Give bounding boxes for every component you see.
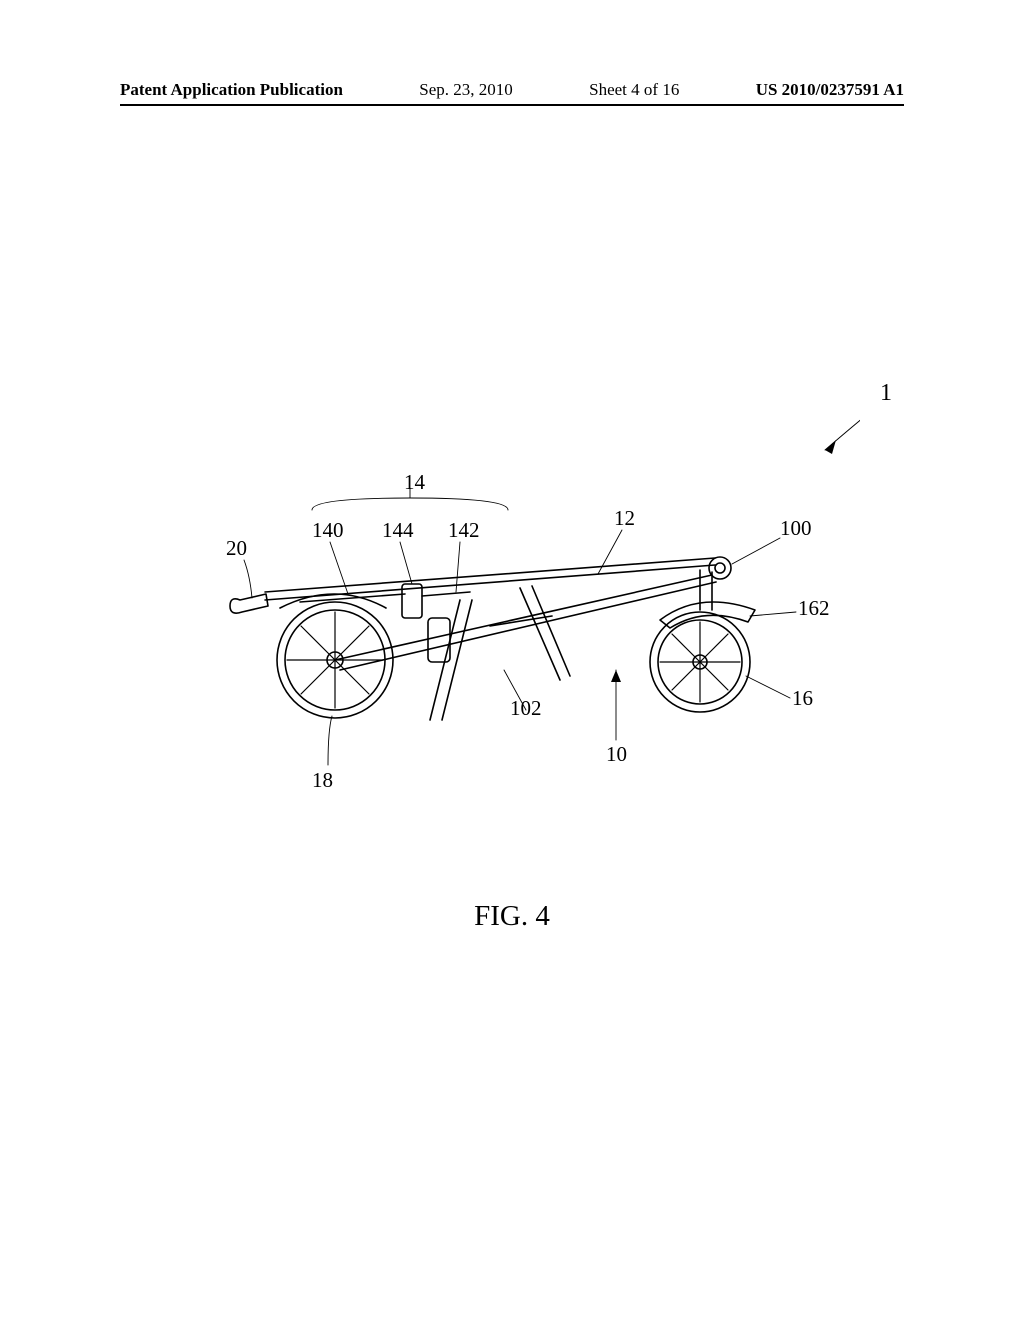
publication-type: Patent Application Publication [120, 80, 343, 100]
ref-12: 12 [614, 506, 635, 531]
patent-page: Patent Application Publication Sep. 23, … [0, 0, 1024, 1320]
ref-162: 162 [798, 596, 830, 621]
ref-142: 142 [448, 518, 480, 543]
publication-number: US 2010/0237591 A1 [756, 80, 904, 100]
ref-102: 102 [510, 696, 542, 721]
ref-140: 140 [312, 518, 344, 543]
figure-drawing [160, 370, 860, 800]
ref-10: 10 [606, 742, 627, 767]
figure-caption: FIG. 4 [0, 900, 1024, 933]
ref-144: 144 [382, 518, 414, 543]
ref-14: 14 [404, 470, 425, 495]
ref-20: 20 [226, 536, 247, 561]
publication-date: Sep. 23, 2010 [419, 80, 513, 100]
page-header: Patent Application Publication Sep. 23, … [120, 80, 904, 106]
ref-100: 100 [780, 516, 812, 541]
sheet-indicator: Sheet 4 of 16 [589, 80, 679, 100]
figure-area: 1 14 140 144 142 12 100 20 162 102 10 16… [160, 370, 860, 800]
ref-18: 18 [312, 768, 333, 793]
ref-16: 16 [792, 686, 813, 711]
ref-1: 1 [880, 380, 892, 407]
